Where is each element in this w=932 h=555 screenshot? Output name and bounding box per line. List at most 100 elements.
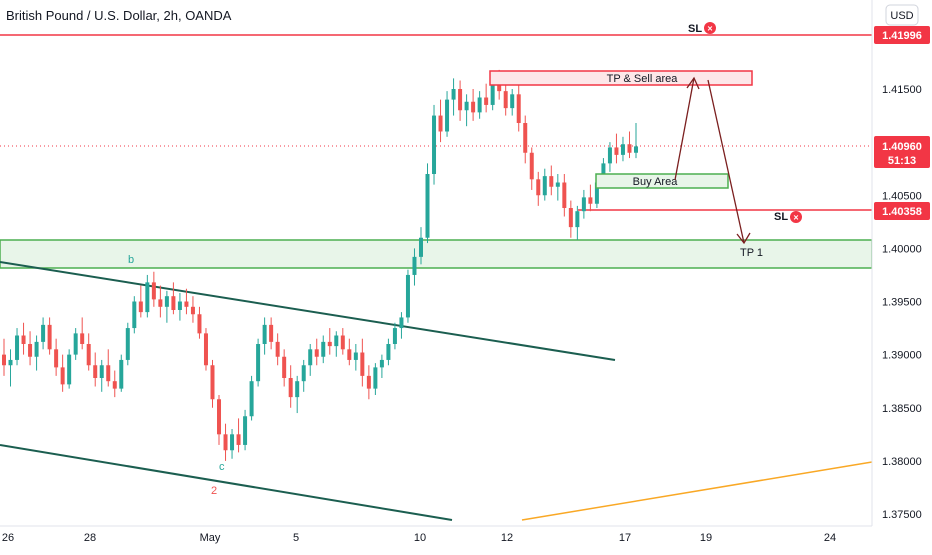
candle (106, 349, 111, 387)
candle (327, 328, 332, 355)
candle (132, 296, 137, 334)
price-tag-sl-mid: 1.40358 (874, 202, 930, 220)
time-axis-tick-label: 19 (700, 532, 712, 544)
candle (425, 163, 430, 244)
candle (223, 423, 228, 461)
candle (125, 322, 130, 366)
candle (529, 147, 534, 190)
candle (353, 344, 358, 371)
candle (47, 317, 52, 355)
time-axis-ticks: 26 28 May 5 10 12 17 19 24 (2, 532, 836, 544)
candle (516, 83, 521, 132)
candle (282, 349, 287, 387)
candle (321, 335, 326, 364)
currency-button[interactable]: USD (885, 4, 919, 26)
candle (2, 338, 6, 376)
price-axis-tick-label: 1.38500 (882, 403, 922, 415)
candle (334, 331, 339, 357)
tp-sell-area-box[interactable] (489, 70, 753, 86)
candle (249, 375, 254, 421)
arrow-down-line (707, 79, 745, 244)
candle (21, 322, 26, 355)
candle (418, 227, 423, 265)
candle (575, 205, 580, 240)
candle (568, 200, 573, 238)
candle (542, 168, 547, 201)
candle (399, 312, 404, 339)
wave-c-label: c (219, 461, 225, 473)
sl-mid-close-glyph: × (793, 213, 798, 223)
channel-upper-line (0, 261, 616, 361)
candle (138, 285, 143, 318)
time-axis-tick-label: 5 (293, 532, 299, 544)
candle (347, 338, 352, 366)
candle (295, 375, 300, 414)
candle (477, 91, 482, 119)
chart-title: British Pound / U.S. Dollar, 2h, OANDA (6, 8, 232, 23)
candle (308, 344, 313, 376)
candle (445, 91, 450, 137)
candle (86, 333, 91, 371)
candle (230, 429, 235, 459)
buy-area-box[interactable] (595, 173, 729, 189)
candle (41, 317, 46, 350)
candle (288, 365, 293, 408)
candle (314, 338, 319, 366)
candle (8, 349, 13, 387)
candle (112, 370, 117, 398)
candle (458, 80, 463, 121)
candle (627, 131, 632, 159)
sl-mid-label: SL (774, 211, 788, 223)
time-axis-tick-label: 10 (414, 532, 426, 544)
candle (243, 409, 248, 451)
candle (184, 288, 189, 315)
time-axis-tick-label: 17 (619, 532, 631, 544)
sl-mid-close-icon[interactable] (790, 211, 802, 223)
candle (366, 365, 371, 400)
time-axis-tick-label: 12 (501, 532, 513, 544)
candle (464, 94, 469, 127)
time-axis-tick-label: 24 (824, 532, 836, 544)
candle (562, 174, 567, 217)
time-axis-tick-label: 26 (2, 532, 14, 544)
candle (171, 282, 176, 315)
candle (484, 83, 489, 113)
candle (340, 328, 345, 355)
price-axis-tick-label: 1.37500 (882, 509, 922, 521)
price-axis-tick-label: 1.39000 (882, 350, 922, 362)
candle (392, 322, 397, 350)
candle (301, 359, 306, 392)
candle (386, 338, 391, 366)
candle (73, 328, 78, 360)
tp1-label: TP 1 (740, 247, 763, 259)
candle (549, 165, 554, 196)
candle (34, 335, 39, 371)
candle (634, 123, 638, 159)
candle (54, 338, 59, 376)
orange-trend-line (521, 461, 873, 521)
candle (536, 171, 541, 206)
price-tag-current: 1.40960 51:13 (874, 136, 930, 168)
candle (405, 269, 410, 323)
price-axis-tick-label: 1.40500 (882, 190, 922, 202)
candle (190, 296, 195, 323)
price-tag-sl-top: 1.41996 (874, 26, 930, 44)
candle (67, 349, 72, 389)
time-axis-tick-label: May (200, 532, 221, 544)
price-axis-tick-label: 1.40000 (882, 243, 922, 255)
channel-lower-line (0, 444, 453, 521)
candle (360, 338, 365, 387)
candle (510, 89, 515, 116)
sl-top-close-icon[interactable] (704, 22, 716, 34)
wave-2-label: 2 (211, 485, 217, 497)
candle (15, 328, 20, 366)
price-axis-tick-label: 1.41500 (882, 84, 922, 96)
time-axis-tick-label: 28 (84, 532, 96, 544)
arrow-down-head (736, 232, 751, 245)
candle (158, 285, 163, 318)
svg-text:1.40358: 1.40358 (882, 206, 922, 218)
candle (119, 354, 124, 392)
candle (151, 271, 156, 307)
